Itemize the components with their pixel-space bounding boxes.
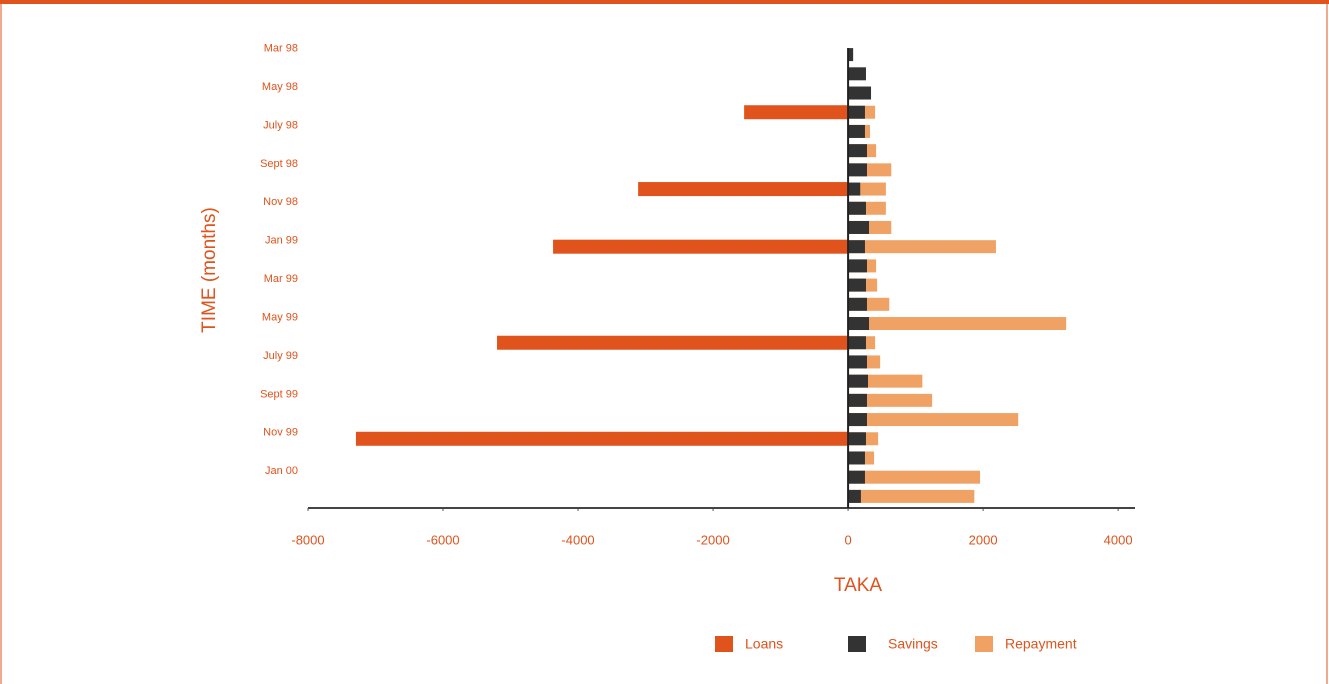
bar <box>848 240 865 254</box>
bar <box>848 240 996 254</box>
y-tick-label: Mar 98 <box>264 43 298 55</box>
bar <box>848 374 868 388</box>
bar <box>638 182 849 197</box>
bar <box>848 105 865 119</box>
y-axis-title: TIME (months) <box>199 207 220 333</box>
bar <box>553 239 849 254</box>
legend-label: Savings <box>888 636 938 652</box>
legend-swatch <box>715 636 733 652</box>
x-tick-label: -2000 <box>696 532 729 547</box>
x-tick-label: 2000 <box>969 532 998 547</box>
y-tick-label: Sept 99 <box>260 388 298 400</box>
bar <box>848 451 865 465</box>
bar <box>848 124 865 138</box>
bar <box>848 336 866 350</box>
bar <box>848 413 867 427</box>
bar <box>848 470 865 484</box>
x-tick-label: 0 <box>844 532 851 547</box>
y-tick-label: Jan 99 <box>265 235 298 247</box>
bar <box>848 317 870 331</box>
y-tick-label: Nov 99 <box>263 427 298 439</box>
bar <box>848 278 866 292</box>
bar <box>848 220 870 234</box>
y-tick-label: Jan 00 <box>265 465 298 477</box>
bar <box>848 144 867 158</box>
top-border <box>0 0 1329 4</box>
bar <box>848 48 854 62</box>
y-tick-label: May 98 <box>262 81 298 93</box>
legend-label: Loans <box>745 636 783 652</box>
bar <box>848 489 861 503</box>
x-tick-label: 4000 <box>1104 532 1133 547</box>
y-tick-label: Mar 99 <box>264 273 298 285</box>
y-tick-label: July 98 <box>263 119 298 131</box>
y-tick-label: Sept 98 <box>260 158 298 170</box>
bar <box>848 182 861 196</box>
y-tick-label: May 99 <box>262 311 298 323</box>
bar <box>497 335 849 350</box>
bar <box>848 163 867 177</box>
bar <box>355 431 849 446</box>
bar <box>848 259 867 273</box>
bar <box>848 470 981 484</box>
x-tick-label: -4000 <box>561 532 594 547</box>
bar <box>848 317 1067 331</box>
y-tick-label: July 99 <box>263 350 298 362</box>
bar <box>848 413 1019 427</box>
legend-label: Repayment <box>1005 636 1077 652</box>
legend-swatch <box>848 636 866 652</box>
bar <box>848 86 872 100</box>
x-axis-title: TAKA <box>834 575 883 596</box>
bar <box>848 355 867 369</box>
x-tick-label: -8000 <box>291 532 324 547</box>
bar <box>848 67 866 81</box>
x-tick-label: -6000 <box>426 532 459 547</box>
y-tick-label: Nov 98 <box>263 196 298 208</box>
bar <box>848 432 866 446</box>
bar <box>744 105 849 120</box>
bar <box>848 393 867 407</box>
legend-swatch <box>975 636 993 652</box>
bar <box>848 297 867 311</box>
bar <box>848 489 975 503</box>
bar <box>848 201 866 215</box>
bar <box>848 393 933 407</box>
